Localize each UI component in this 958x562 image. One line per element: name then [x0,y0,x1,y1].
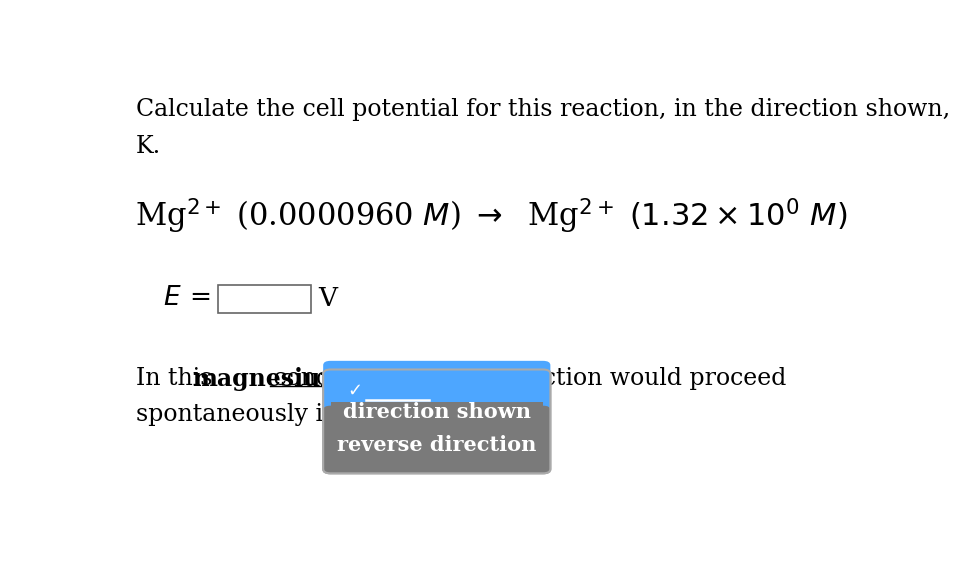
Text: concentration cell. the: concentration cell. the [266,367,543,390]
Text: $E\,=$: $E\,=$ [163,285,210,310]
FancyBboxPatch shape [217,285,310,313]
Text: spontaneously in th: spontaneously in th [136,403,371,426]
Text: Mg$^{2+}$ (0.0000960 $M$) $\rightarrow$  Mg$^{2+}$ $\left(1.32 \times 10^{0}\ M\: Mg$^{2+}$ (0.0000960 $M$) $\rightarrow$ … [135,197,847,237]
Text: direction shown: direction shown [343,402,531,422]
Text: Calculate the cell potential for this reaction, in the direction shown, at 298: Calculate the cell potential for this re… [136,98,958,121]
Text: reaction would proceed: reaction would proceed [496,367,787,390]
Text: V: V [318,286,337,311]
FancyBboxPatch shape [323,406,550,473]
Text: reverse direction: reverse direction [337,435,536,455]
Text: ✓: ✓ [347,382,362,400]
Text: In this: In this [136,367,220,390]
Text: magnesium: magnesium [192,367,345,391]
Bar [331,407,543,426]
Text: K.: K. [136,134,161,157]
FancyBboxPatch shape [323,369,550,473]
Bar [331,402,543,412]
FancyBboxPatch shape [323,361,550,416]
